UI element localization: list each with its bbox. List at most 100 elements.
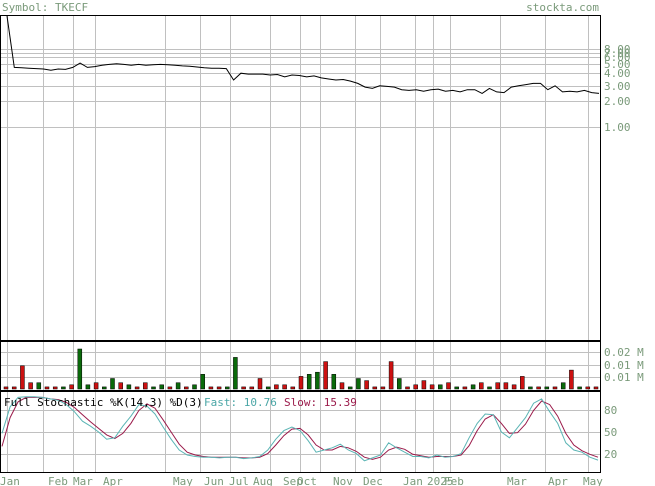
volume-bar bbox=[265, 386, 271, 390]
volume-bar bbox=[44, 386, 50, 390]
volume-bar bbox=[28, 382, 33, 390]
price-panel: 8.007.006.005.004.003.00 2.00 1.00 bbox=[0, 15, 631, 341]
symbol-label: Symbol: TKECF bbox=[2, 1, 88, 14]
volume-bar bbox=[233, 357, 238, 390]
y-tick-label: 7.00 bbox=[604, 47, 631, 60]
x-tick-label: Feb bbox=[48, 475, 68, 486]
x-tick-label: Oct bbox=[297, 475, 317, 486]
y-tick-label: 2.00 bbox=[604, 95, 631, 108]
volume-bar bbox=[315, 371, 320, 390]
y-tick-label: 1.00 bbox=[604, 121, 631, 134]
volume-bar bbox=[569, 369, 574, 390]
volume-bar bbox=[11, 386, 17, 390]
volume-bar bbox=[274, 384, 279, 390]
volume-bar bbox=[69, 384, 74, 390]
y-tick-label: 0.01 M bbox=[604, 359, 644, 372]
volume-bar bbox=[77, 348, 83, 390]
volume-bar bbox=[85, 384, 91, 390]
price-line bbox=[6, 15, 600, 94]
volume-bar bbox=[339, 382, 345, 390]
volume-bar bbox=[126, 384, 132, 390]
fast-line bbox=[1, 396, 599, 462]
volume-bar bbox=[134, 386, 140, 390]
volume-bar bbox=[421, 380, 427, 390]
volume-frame bbox=[0, 341, 601, 391]
site-label: stockta.com bbox=[526, 1, 599, 14]
volume-bar bbox=[413, 384, 418, 390]
volume-bar bbox=[544, 386, 550, 390]
volume-bar bbox=[20, 365, 25, 390]
volume-bar bbox=[347, 386, 353, 390]
volume-bar bbox=[241, 386, 246, 390]
x-tick-label: Jan bbox=[403, 475, 423, 486]
stochastic-grid bbox=[1, 392, 600, 472]
volume-bar bbox=[257, 378, 263, 390]
x-tick-label: Apr bbox=[103, 475, 123, 486]
volume-bar bbox=[462, 386, 468, 390]
volume-bar bbox=[118, 382, 123, 390]
volume-bar bbox=[446, 382, 451, 390]
y-tick-label: 0.02 M bbox=[604, 346, 644, 359]
volume-bar bbox=[438, 384, 443, 390]
x-tick-label: Feb bbox=[444, 475, 464, 486]
volume-bar bbox=[528, 386, 533, 390]
volume-bar bbox=[192, 384, 197, 390]
stochastic-frame bbox=[0, 391, 601, 473]
volume-bar bbox=[200, 374, 205, 390]
y-tick-label: 4.00 bbox=[604, 67, 631, 80]
volume-bar bbox=[470, 384, 476, 390]
x-tick-label: May bbox=[583, 475, 603, 486]
volume-bar bbox=[511, 384, 517, 390]
x-tick-label: Jan bbox=[0, 475, 20, 486]
y-tick-label: 8.00 bbox=[604, 43, 631, 56]
volume-bar bbox=[577, 386, 582, 390]
y-tick-label: 50 bbox=[604, 426, 617, 439]
y-tick-label: 3.00 bbox=[604, 80, 631, 93]
volume-bar bbox=[282, 384, 287, 390]
volume-bar bbox=[585, 386, 591, 390]
stochastic-axis: 80 50 20 bbox=[604, 404, 617, 461]
volume-bar bbox=[3, 386, 9, 390]
volume-bar bbox=[364, 380, 369, 390]
volume-bar bbox=[290, 386, 296, 390]
volume-bar bbox=[102, 386, 107, 390]
slow-line bbox=[1, 396, 599, 460]
volume-bar bbox=[593, 386, 599, 390]
volume-bar bbox=[454, 386, 459, 390]
fast-value-label: Fast: 10.76 bbox=[204, 396, 277, 409]
volume-bar bbox=[536, 386, 541, 390]
volume-bar bbox=[388, 361, 394, 390]
volume-bar bbox=[159, 384, 164, 390]
x-tick-label: Apr bbox=[548, 475, 568, 486]
volume-bar bbox=[356, 378, 361, 390]
volume-bar bbox=[331, 374, 337, 390]
x-tick-label: Nov bbox=[333, 475, 353, 486]
volume-bar bbox=[175, 382, 181, 390]
volume-bar bbox=[143, 382, 148, 390]
volume-bar bbox=[552, 386, 558, 390]
volume-bar bbox=[405, 386, 410, 390]
volume-bar bbox=[503, 382, 509, 390]
volume-bar bbox=[323, 361, 328, 390]
y-tick-label: 5.00 bbox=[604, 58, 631, 71]
volume-bar bbox=[495, 382, 500, 390]
x-tick-label: May bbox=[173, 475, 193, 486]
y-tick-label: 0.01 M bbox=[604, 371, 644, 384]
stochastic-title: Full Stochastic %K(14,3) %D(3) bbox=[4, 396, 203, 409]
volume-axis: 0.02 M0.01 M0.01 M bbox=[604, 346, 644, 384]
stochastic-panel: Full Stochastic %K(14,3) %D(3) Fast: 10.… bbox=[0, 391, 617, 473]
x-tick-label: 2025 bbox=[427, 475, 454, 486]
price-axis: 8.007.006.005.004.003.00 2.00 1.00 bbox=[604, 43, 631, 134]
volume-bar bbox=[487, 386, 492, 390]
x-tick-label: Dec bbox=[363, 475, 383, 486]
x-tick-label: Aug bbox=[253, 475, 273, 486]
volume-bar bbox=[216, 386, 222, 390]
volume-bar bbox=[167, 386, 173, 390]
volume-bar bbox=[306, 374, 312, 390]
y-tick-label: 20 bbox=[604, 448, 617, 461]
volume-bar bbox=[225, 386, 230, 390]
x-tick-label: Mar bbox=[73, 475, 93, 486]
price-grid bbox=[1, 16, 600, 340]
